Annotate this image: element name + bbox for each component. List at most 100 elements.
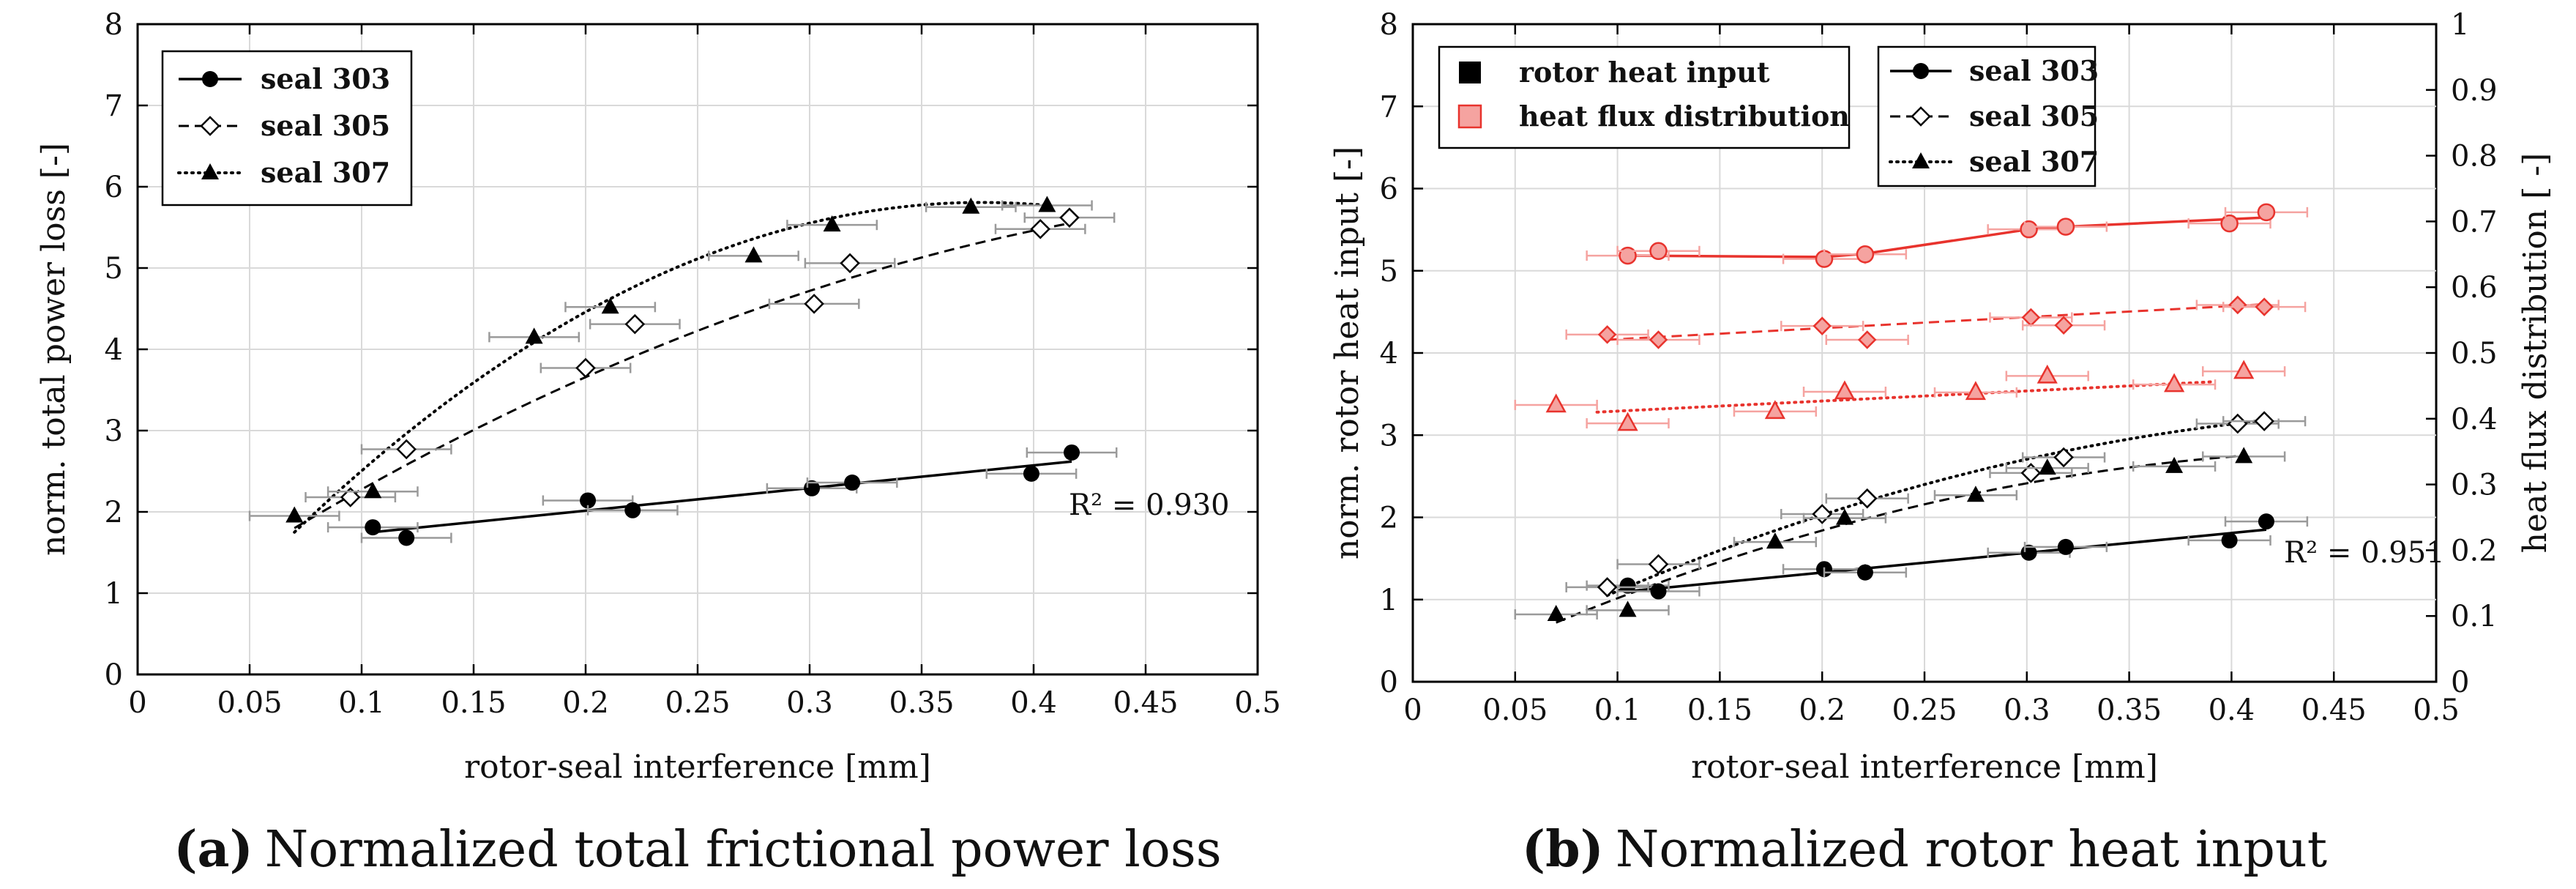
data-point (2036, 364, 2058, 384)
data-point (575, 357, 596, 379)
data-point (1597, 577, 1618, 598)
data-point (1038, 196, 1056, 212)
panel-b-right-y-ticks: 0 0.1 0.2 0.3 0.4 0.5 0.6 0.7 0.8 0.9 1 (2426, 8, 2498, 699)
x-tick-label: 0.4 (1010, 686, 1057, 720)
data-point (1649, 330, 1668, 349)
right-y-tick-label: 0.9 (2451, 74, 2498, 108)
data-point (2220, 214, 2239, 233)
y-tick-label: 7 (105, 89, 123, 123)
x-tick-label: 0.05 (1482, 693, 1548, 727)
x-tick-label: 0.05 (217, 686, 282, 720)
y-tick-label: 0 (1380, 666, 1398, 699)
x-tick-label: 0 (1403, 693, 1422, 727)
data-point (1966, 486, 1985, 502)
legend-marker-circle (202, 71, 218, 87)
right-y-tick-label: 0.4 (2451, 403, 2498, 436)
data-point (2255, 297, 2274, 316)
panel-a-x-axis-label: rotor-seal interference [mm] (464, 748, 931, 786)
data-point (962, 197, 980, 214)
y-tick-label: 3 (105, 414, 123, 448)
legend-marker-diamond (200, 116, 220, 136)
data-point (1856, 245, 1875, 264)
y-tick-label: 0 (105, 658, 123, 692)
panel-b-x-ticks: 0 0.05 0.1 0.15 0.2 0.25 0.3 0.35 0.4 0.45 0.5 (1403, 24, 2460, 727)
data-point (1857, 330, 1877, 349)
x-tick-label: 0.3 (2004, 693, 2050, 727)
fit-line-seal-305 (294, 222, 1070, 529)
panel-b-type-legend: rotor heat input heat flux distribution (1438, 45, 1851, 149)
data-point (840, 253, 860, 274)
panel-a-legend-label-303: seal 303 (261, 62, 390, 95)
x-tick-label: 0.2 (1799, 693, 1845, 727)
data-point (2221, 532, 2238, 548)
panel-a-legend: seal 303 seal 305 seal 307 (161, 50, 413, 207)
data-point (1650, 583, 1667, 600)
data-point (2057, 538, 2074, 555)
data-point (1766, 532, 1784, 549)
y-tick-label: 1 (1380, 584, 1398, 617)
data-point (2056, 217, 2075, 236)
data-point (2235, 447, 2253, 464)
y-tick-label: 2 (105, 496, 123, 529)
data-point (2165, 456, 2184, 473)
data-point (2228, 295, 2247, 315)
panel-b: 0 0.05 0.1 0.15 0.2 0.25 0.3 0.35 0.4 0.45 0.5 012… (1329, 8, 2554, 879)
data-point (396, 439, 417, 460)
panel-b-caption: (b) Normalized rotor heat input (1522, 820, 2327, 879)
data-point (1965, 381, 1987, 401)
data-point (823, 215, 841, 232)
fit-line-seal-307 (1605, 419, 2266, 598)
x-tick-label: 0.15 (441, 686, 506, 720)
data-point (624, 313, 646, 335)
data-point (1648, 554, 1669, 575)
x-tick-label: 0.2 (562, 686, 609, 720)
data-point (1835, 508, 1853, 525)
legend-marker-triangle (1912, 152, 1930, 168)
right-y-tick-label: 0.5 (2451, 337, 2498, 371)
data-point (601, 297, 619, 314)
data-point (2258, 513, 2274, 530)
x-tick-label: 0.15 (1687, 693, 1752, 727)
panel-a-y-axis-label: norm. total power loss [-] (35, 143, 72, 556)
data-point (1856, 564, 1873, 581)
right-y-tick-label: 0 (2451, 666, 2469, 699)
x-tick-label: 0.25 (665, 686, 730, 720)
data-point (365, 519, 381, 536)
data-point (1834, 380, 1856, 400)
data-point (744, 246, 763, 263)
fit-line-seal-305 (1607, 303, 2265, 341)
panel-b-type-legend-box (1438, 45, 1851, 149)
right-y-tick-label: 0.7 (2451, 205, 2498, 239)
data-point (624, 502, 641, 518)
y-tick-label: 8 (105, 8, 123, 42)
data-point (844, 475, 861, 491)
panel-b-r2-annotation: R² = 0.951 (2284, 536, 2445, 570)
data-point (1064, 444, 1080, 461)
data-point (1764, 400, 1785, 420)
panel-a-legend-label-307: seal 307 (261, 156, 390, 189)
data-point (1856, 488, 1878, 509)
legend-marker-diamond (1911, 106, 1931, 127)
data-point (2254, 411, 2274, 431)
y-tick-label: 3 (1380, 419, 1398, 453)
fit-line-seal-307 (293, 201, 1049, 534)
data-point (2233, 360, 2255, 379)
data-point (1619, 246, 1637, 265)
x-tick-label: 0.45 (1113, 686, 1178, 720)
right-y-tick-label: 1 (2451, 8, 2469, 42)
panel-a-fit-lines (293, 201, 1072, 534)
data-point (525, 327, 543, 344)
right-y-tick-label: 0.6 (2451, 271, 2498, 305)
x-tick-label: 0.45 (2301, 693, 2367, 727)
y-tick-label: 5 (1380, 255, 1398, 289)
panel-a-data-points (248, 196, 1118, 546)
panel-b-seal-legend: seal 303 seal 305 seal 307 (1877, 45, 2099, 187)
x-tick-label: 0.35 (2097, 693, 2162, 727)
y-tick-label: 4 (1380, 337, 1398, 371)
y-tick-label: 7 (1380, 90, 1398, 124)
y-tick-label: 5 (105, 252, 123, 286)
right-y-tick-label: 0.8 (2451, 140, 2498, 174)
data-point (2020, 220, 2038, 239)
panel-b-fit-lines (1556, 216, 2267, 624)
